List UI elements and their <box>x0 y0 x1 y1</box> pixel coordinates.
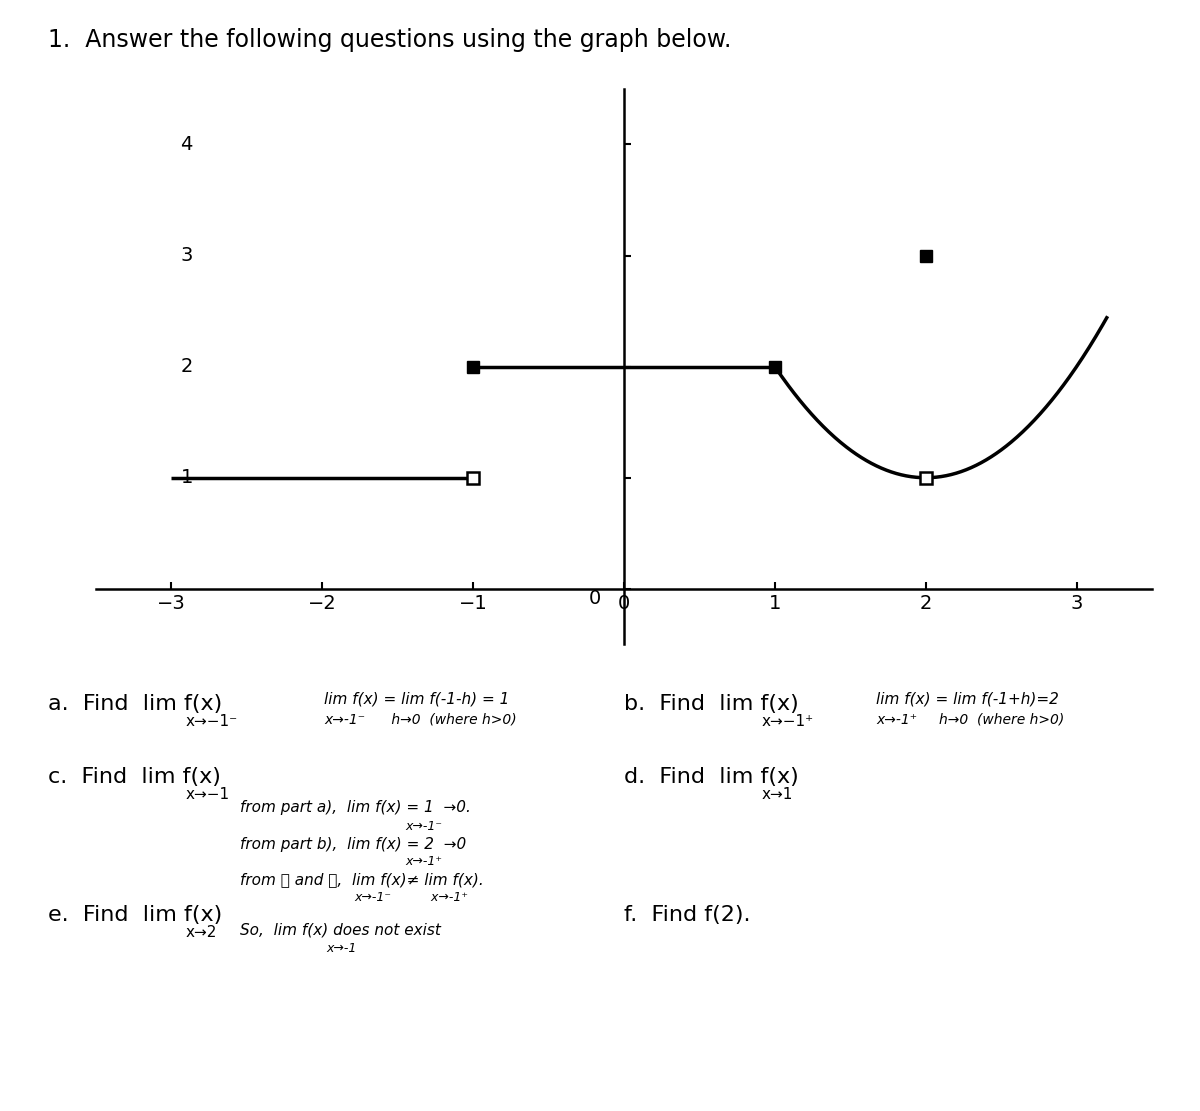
Text: from ⒪ and ⒫,  lim f(x)≠ lim f(x).: from ⒪ and ⒫, lim f(x)≠ lim f(x). <box>240 872 484 888</box>
Text: d.  Find  lim f(x): d. Find lim f(x) <box>624 767 799 787</box>
Text: a.  Find  lim f(x): a. Find lim f(x) <box>48 694 222 714</box>
Text: x→−1: x→−1 <box>186 787 230 802</box>
Text: f.  Find f(2).: f. Find f(2). <box>624 905 750 925</box>
Text: e.  Find  lim f(x): e. Find lim f(x) <box>48 905 222 925</box>
Text: 1.  Answer the following questions using the graph below.: 1. Answer the following questions using … <box>48 28 731 52</box>
Text: from part a),  lim f(x) = 1  →0.: from part a), lim f(x) = 1 →0. <box>240 800 470 815</box>
Text: x→−1⁻: x→−1⁻ <box>186 714 238 730</box>
Text: 2: 2 <box>180 357 193 377</box>
Text: x→-1⁺     h→0  (where h>0): x→-1⁺ h→0 (where h>0) <box>876 712 1064 727</box>
Text: from part b),  lim f(x) = 2  →0: from part b), lim f(x) = 2 →0 <box>240 837 467 852</box>
Text: c.  Find  lim f(x): c. Find lim f(x) <box>48 767 221 787</box>
Text: x→-1⁻          x→-1⁺: x→-1⁻ x→-1⁺ <box>354 891 468 904</box>
Text: lim f(x) = lim f(-1+h)=2: lim f(x) = lim f(-1+h)=2 <box>876 691 1058 707</box>
Text: x→1: x→1 <box>762 787 793 802</box>
Text: 4: 4 <box>180 134 193 154</box>
Text: 3: 3 <box>180 246 193 266</box>
Text: x→-1⁺: x→-1⁺ <box>406 855 443 869</box>
Text: x→-1⁻      h→0  (where h>0): x→-1⁻ h→0 (where h>0) <box>324 712 517 727</box>
Text: x→2: x→2 <box>186 925 217 941</box>
Text: x→-1⁻: x→-1⁻ <box>406 820 443 833</box>
Text: 1: 1 <box>180 468 193 488</box>
Text: b.  Find  lim f(x): b. Find lim f(x) <box>624 694 799 714</box>
Text: x→−1⁺: x→−1⁺ <box>762 714 814 730</box>
Text: 0: 0 <box>589 589 601 608</box>
Text: x→-1: x→-1 <box>326 942 356 955</box>
Text: lim f(x) = lim f(-1-h) = 1: lim f(x) = lim f(-1-h) = 1 <box>324 691 509 707</box>
Text: So,  lim f(x) does not exist: So, lim f(x) does not exist <box>240 922 440 938</box>
